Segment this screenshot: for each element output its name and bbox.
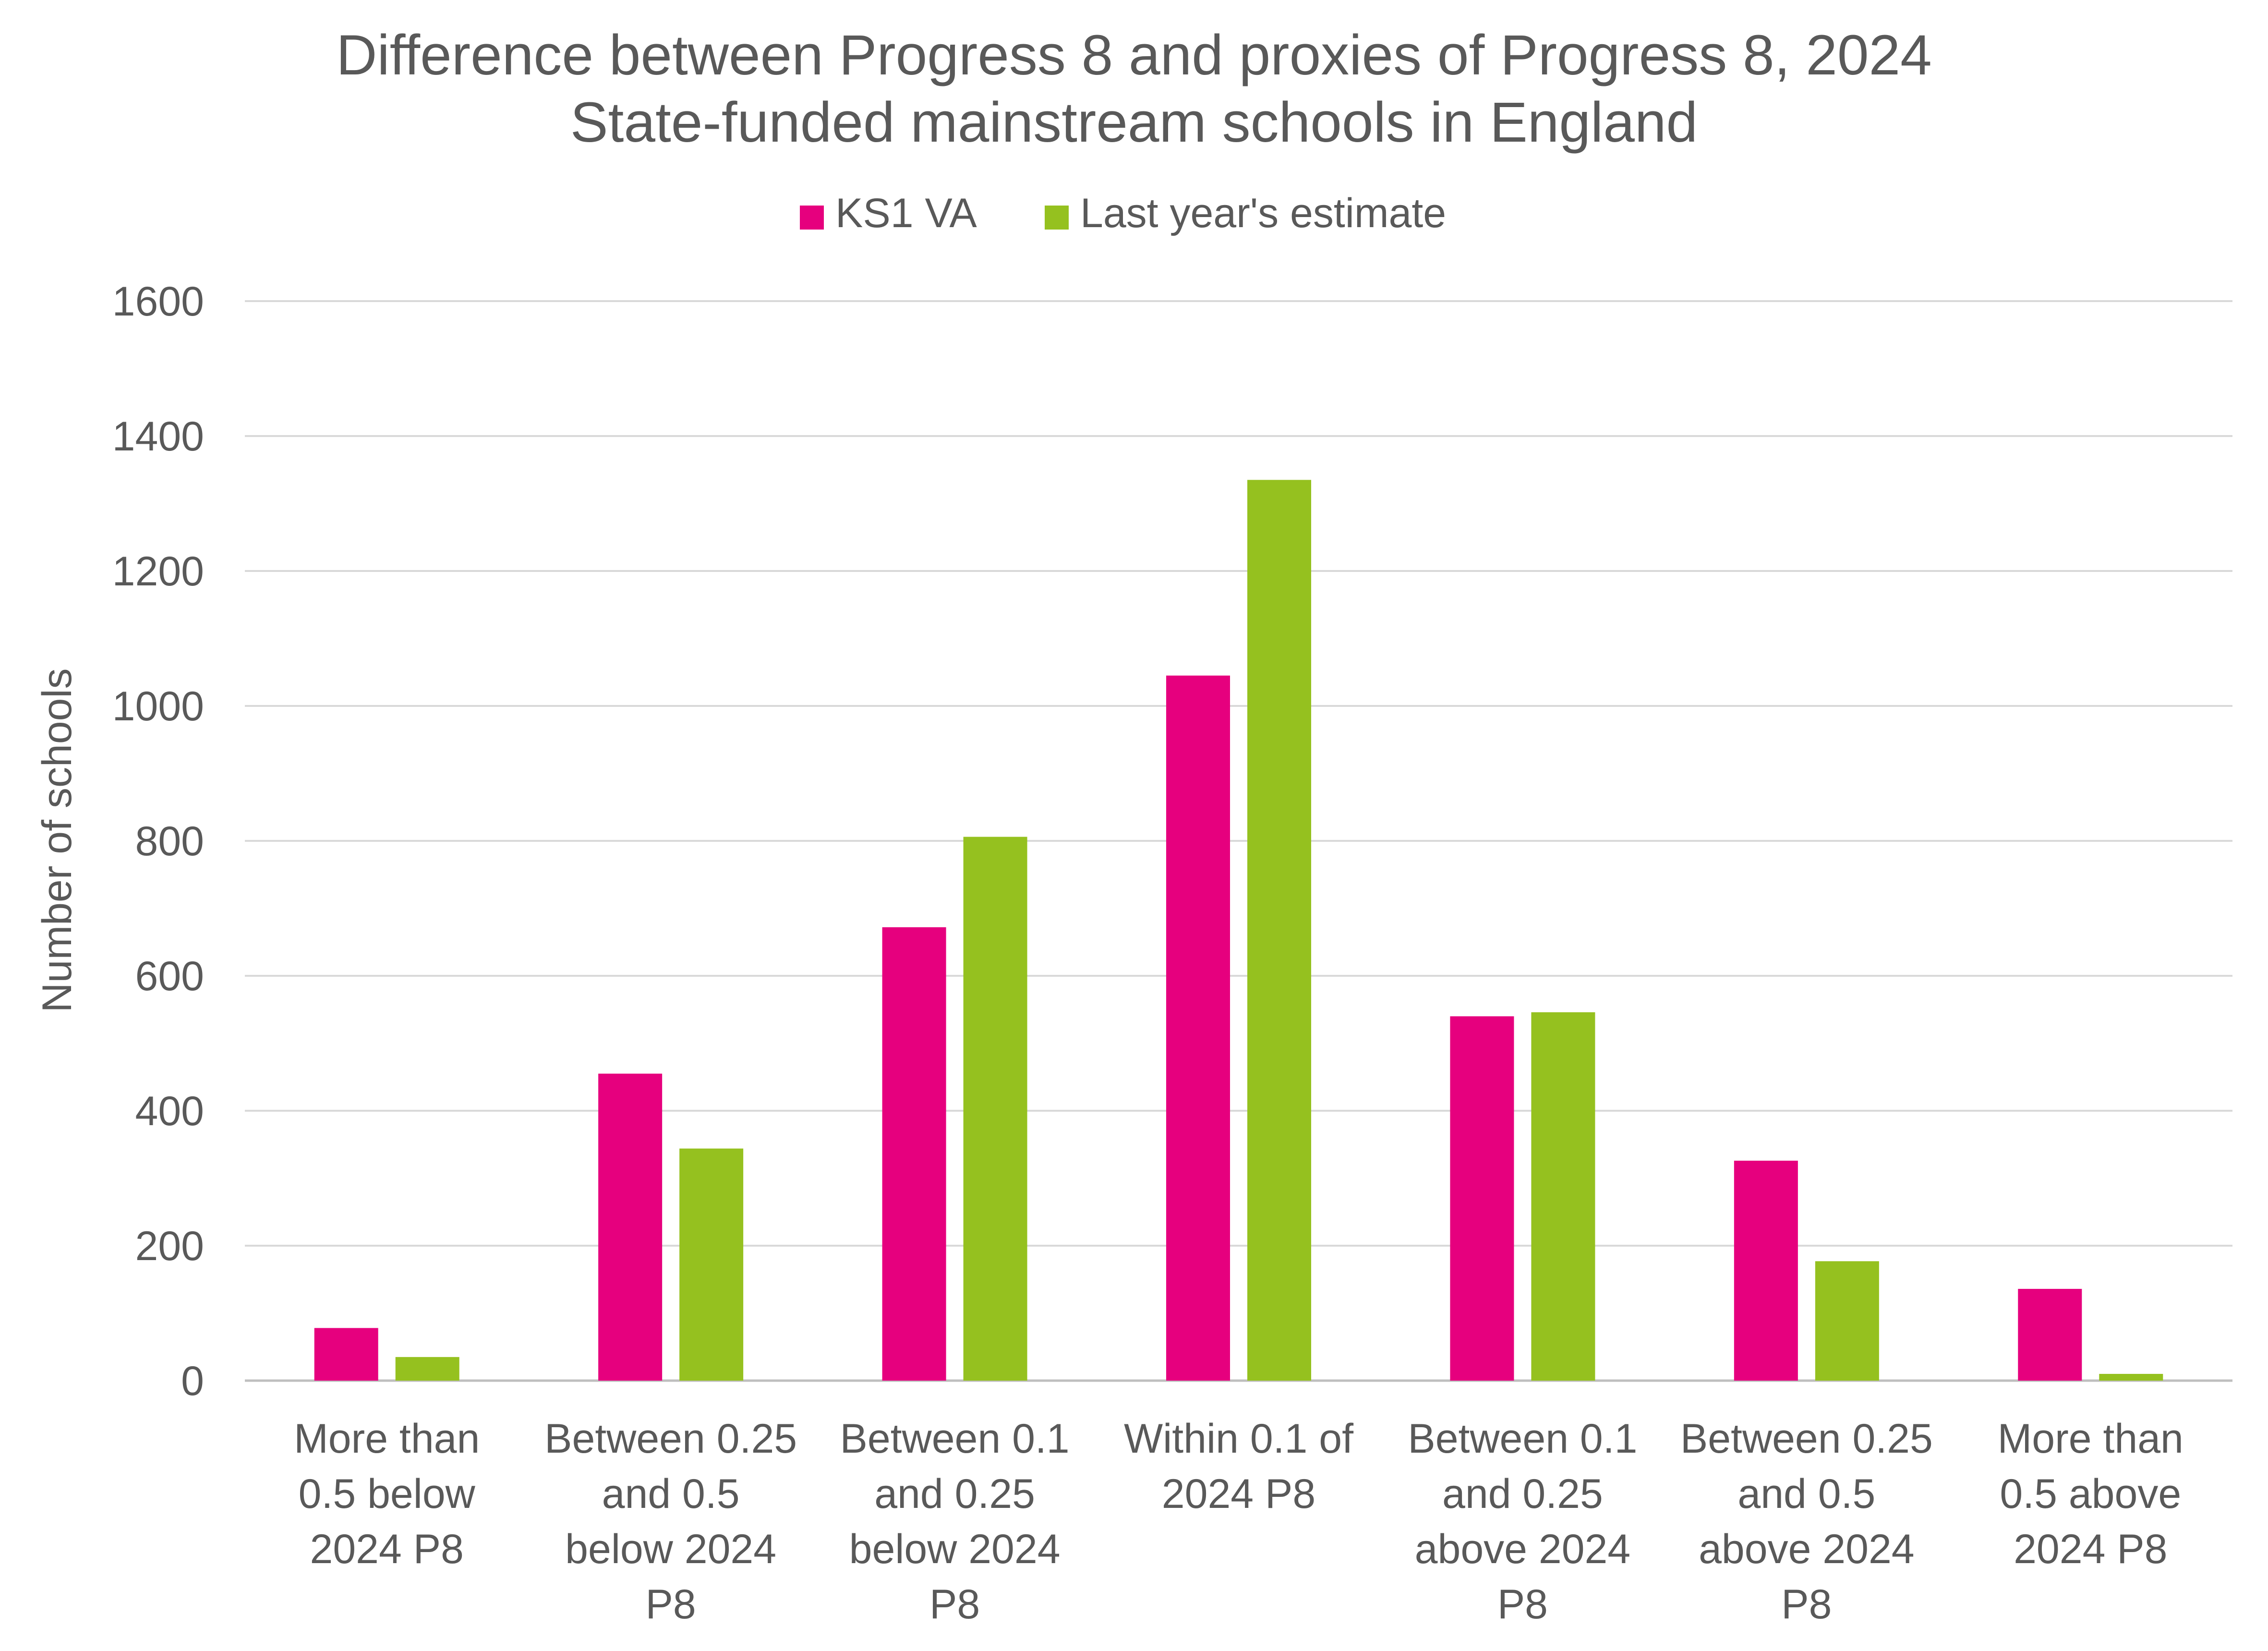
x-tick-label: Between 0.25 and 0.5 above 2024 P8 xyxy=(1680,1416,1933,1627)
chart-subtitle: State-funded mainstream schools in Engla… xyxy=(570,91,1698,154)
x-tick-label-line: and 0.5 xyxy=(602,1471,740,1517)
gridlines xyxy=(245,300,2232,1382)
y-tick-label: 600 xyxy=(135,953,205,999)
x-tick-label-line: Between 0.25 xyxy=(544,1416,797,1462)
y-tick-label: 1600 xyxy=(112,279,204,325)
bar-last-years-estimate xyxy=(395,1357,459,1381)
legend: KS1 VA Last year's estimate xyxy=(800,190,1446,236)
x-tick-label-line: above 2024 xyxy=(1415,1526,1631,1572)
legend-swatch xyxy=(800,206,824,230)
x-tick-label-line: Between 0.1 xyxy=(1408,1416,1637,1462)
x-tick-label: More than 0.5 below 2024 P8 xyxy=(294,1416,480,1572)
x-tick-label-line: P8 xyxy=(929,1581,980,1627)
x-axis-ticks: More than 0.5 below 2024 P8 Between 0.25 and… xyxy=(294,1416,2184,1627)
x-tick-label-line: 2024 P8 xyxy=(2014,1526,2167,1572)
bar-ks1-va xyxy=(314,1328,378,1381)
x-tick-label-line: and 0.25 xyxy=(874,1471,1035,1517)
x-tick-label-line: below 2024 xyxy=(849,1526,1061,1572)
x-tick-label-line: Within 0.1 of xyxy=(1124,1416,1354,1462)
bars xyxy=(314,480,2163,1381)
y-tick-label: 1000 xyxy=(112,683,204,729)
y-axis-label: Number of schools xyxy=(34,668,80,1013)
title-group: Difference between Progress 8 and proxie… xyxy=(336,24,1931,154)
chart-title: Difference between Progress 8 and proxie… xyxy=(336,24,1931,87)
bar-last-years-estimate xyxy=(1247,480,1311,1381)
x-tick-label-line: P8 xyxy=(1497,1581,1548,1627)
bar-last-years-estimate xyxy=(2099,1373,2163,1381)
x-tick-label-line: and 0.25 xyxy=(1442,1471,1603,1517)
x-tick-label-line: and 0.5 xyxy=(1737,1471,1875,1517)
legend-label: Last year's estimate xyxy=(1080,190,1446,236)
bar-ks1-va xyxy=(1450,1016,1514,1381)
x-tick-label-line: 0.5 below xyxy=(299,1471,476,1517)
bar-ks1-va xyxy=(1166,675,1230,1381)
y-tick-label: 1200 xyxy=(112,548,204,595)
x-tick-label-line: below 2024 xyxy=(565,1526,776,1572)
x-tick-label: Between 0.1 and 0.25 above 2024 P8 xyxy=(1408,1416,1637,1627)
legend-swatch xyxy=(1045,206,1069,230)
y-tick-label: 1400 xyxy=(112,413,204,460)
bar-last-years-estimate xyxy=(679,1148,744,1381)
x-tick-label-line: Between 0.1 xyxy=(840,1416,1070,1462)
bar-last-years-estimate xyxy=(1815,1261,1879,1381)
x-tick-label-line: P8 xyxy=(1781,1581,1832,1627)
y-tick-label: 200 xyxy=(135,1223,205,1269)
y-axis-ticks: 0 200 400 600 800 1000 1200 1400 1600 xyxy=(112,279,204,1404)
legend-label: KS1 VA xyxy=(835,190,977,236)
y-tick-label: 0 xyxy=(181,1358,204,1404)
x-tick-label: Between 0.25 and 0.5 below 2024 P8 xyxy=(544,1416,797,1627)
bar-last-years-estimate xyxy=(963,837,1027,1381)
x-tick-label: Between 0.1 and 0.25 below 2024 P8 xyxy=(840,1416,1070,1627)
x-tick-label-line: More than xyxy=(294,1416,480,1462)
x-tick-label-line: Between 0.25 xyxy=(1680,1416,1933,1462)
bar-ks1-va xyxy=(598,1073,663,1381)
x-tick-label-line: 2024 P8 xyxy=(310,1526,464,1572)
bar-last-years-estimate xyxy=(1531,1012,1595,1381)
x-tick-label-line: More than xyxy=(1998,1416,2184,1462)
x-tick-label-line: P8 xyxy=(646,1581,696,1627)
bar-ks1-va xyxy=(882,927,946,1381)
x-tick-label: Within 0.1 of 2024 P8 xyxy=(1124,1416,1354,1517)
x-tick-label-line: above 2024 xyxy=(1699,1526,1915,1572)
bar-ks1-va xyxy=(1734,1160,1798,1381)
y-tick-label: 400 xyxy=(135,1088,205,1134)
bar-ks1-va xyxy=(2018,1288,2082,1381)
y-tick-label: 800 xyxy=(135,818,205,864)
x-tick-label-line: 0.5 above xyxy=(2000,1471,2181,1517)
x-tick-label-line: 2024 P8 xyxy=(1162,1471,1315,1517)
x-tick-label: More than 0.5 above 2024 P8 xyxy=(1998,1416,2184,1572)
